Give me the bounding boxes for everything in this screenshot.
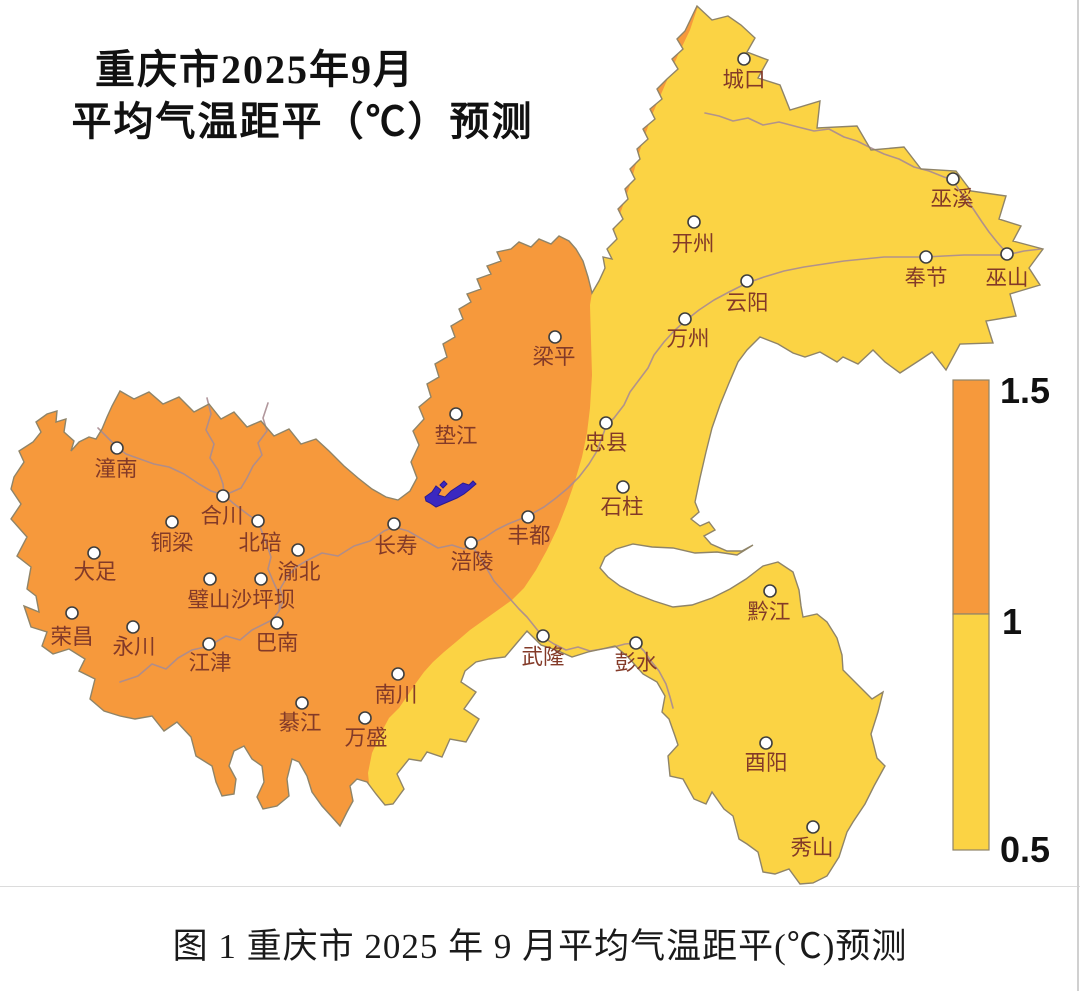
city-dot-tongnan [110,441,124,455]
jialing-river [205,397,281,612]
city-label-dazu: 大足 [73,560,116,584]
city-label-yubei: 渝北 [277,560,320,584]
city-dot-zhongxian [599,416,613,430]
city-label-jiangjin: 江津 [188,651,231,675]
city-dot-qijiang [295,696,309,710]
city-label-liangping: 梁平 [532,345,575,369]
city-dot-pengshui [629,636,643,650]
city-label-changshou: 长寿 [374,534,417,558]
city-dot-fuling [464,536,478,550]
map-caption-divider [0,886,1080,887]
legend-label-max: 1.5 [1000,370,1050,411]
city-label-xiushan: 秀山 [790,836,833,860]
city-label-tongnan: 潼南 [94,457,137,481]
city-label-shapingba: 沙坪坝 [231,588,296,612]
map-title-line1: 重庆市2025年9月 [95,47,415,92]
city-label-hechuan: 合川 [200,504,243,528]
city-dot-wulong [536,629,550,643]
city-dot-wushan [1000,247,1014,261]
qujiang-river [223,402,269,496]
map-title-line2: 平均气温距平（℃）预测 [71,99,534,144]
city-label-beibei: 北碚 [238,531,281,555]
city-dot-bishan [203,572,217,586]
city-dot-wuxi [946,172,960,186]
city-dot-rongchang [65,606,79,620]
city-label-chengkou: 城口 [722,68,765,92]
figure-caption: 图 1 重庆市 2025 年 9 月平均气温距平(℃)预测 [172,927,908,966]
city-dot-yubei [291,543,305,557]
city-dot-jiangjin [202,637,216,651]
city-dot-shizhu [616,480,630,494]
city-dot-banan [270,616,284,630]
city-label-wuxi: 巫溪 [930,187,973,211]
city-label-fuling: 涪陵 [450,550,493,574]
city-dot-qianjiang [763,584,777,598]
city-dot-hechuan [216,489,230,503]
city-dot-xiushan [806,820,820,834]
legend-high-swatch [952,379,990,615]
rivers [97,112,1042,709]
city-dot-shapingba [254,572,268,586]
city-dot-chengkou [737,52,751,66]
city-label-banan: 巴南 [255,631,298,655]
city-label-fengdu: 丰都 [507,524,550,548]
city-markers [65,52,1014,834]
city-dot-nanchuan [391,667,405,681]
city-label-nanchuan: 南川 [374,683,417,707]
changshou-lake [424,480,477,508]
right-edge-border [1077,0,1079,991]
city-label-yongchuan: 永川 [112,635,155,659]
city-dot-youyang [759,736,773,750]
city-label-fengjie: 奉节 [904,266,947,290]
city-label-wushan: 巫山 [985,266,1028,290]
legend-colorbar: 1.5 1 0.5 [952,370,1050,870]
city-dot-liangping [548,330,562,344]
city-dot-wanzhou [678,312,692,326]
city-label-rongchang: 荣昌 [50,625,93,649]
city-label-youyang: 酉阳 [744,751,787,775]
city-dot-fengjie [919,250,933,264]
city-dot-beibei [251,514,265,528]
city-label-zhongxian: 忠县 [584,431,627,455]
city-label-kaizhou: 开州 [671,232,714,256]
municipality-boundary [10,4,1045,885]
city-label-yunyang: 云阳 [725,291,768,315]
city-label-bishan: 璧山 [187,588,230,612]
legend-label-min: 0.5 [1000,829,1050,870]
city-label-qijiang: 綦江 [278,711,321,735]
city-label-tongliang: 铜梁 [150,531,193,555]
city-dot-changshou [387,517,401,531]
wujiang-river [470,544,674,709]
city-label-shizhu: 石柱 [600,495,643,519]
city-dot-wansheng [358,711,372,725]
city-dot-dazu [87,546,101,560]
city-dot-yunyang [740,274,754,288]
city-dot-fengdu [521,510,535,524]
map-title: 重庆市2025年9月 平均气温距平（℃）预测 [30,44,575,148]
city-dot-dianjiang [449,407,463,421]
city-dot-tongliang [165,515,179,529]
daning-river [704,112,1008,256]
city-label-wulong: 武隆 [521,645,564,669]
city-label-qianjiang: 黔江 [747,600,790,624]
city-label-wanzhou: 万州 [666,327,709,351]
city-dot-yongchuan [126,620,140,634]
legend-low-swatch [952,613,990,851]
city-label-pengshui: 彭水 [614,651,657,675]
city-label-wansheng: 万盛 [344,726,387,750]
city-dot-kaizhou [687,215,701,229]
legend-label-mid: 1 [1002,601,1022,642]
city-labels: 城口 巫溪 开州 云阳 奉节 巫山 万州 梁平 垫江 忠县 石柱 丰都 潼南 合… [50,68,1028,860]
city-label-dianjiang: 垫江 [434,424,477,448]
